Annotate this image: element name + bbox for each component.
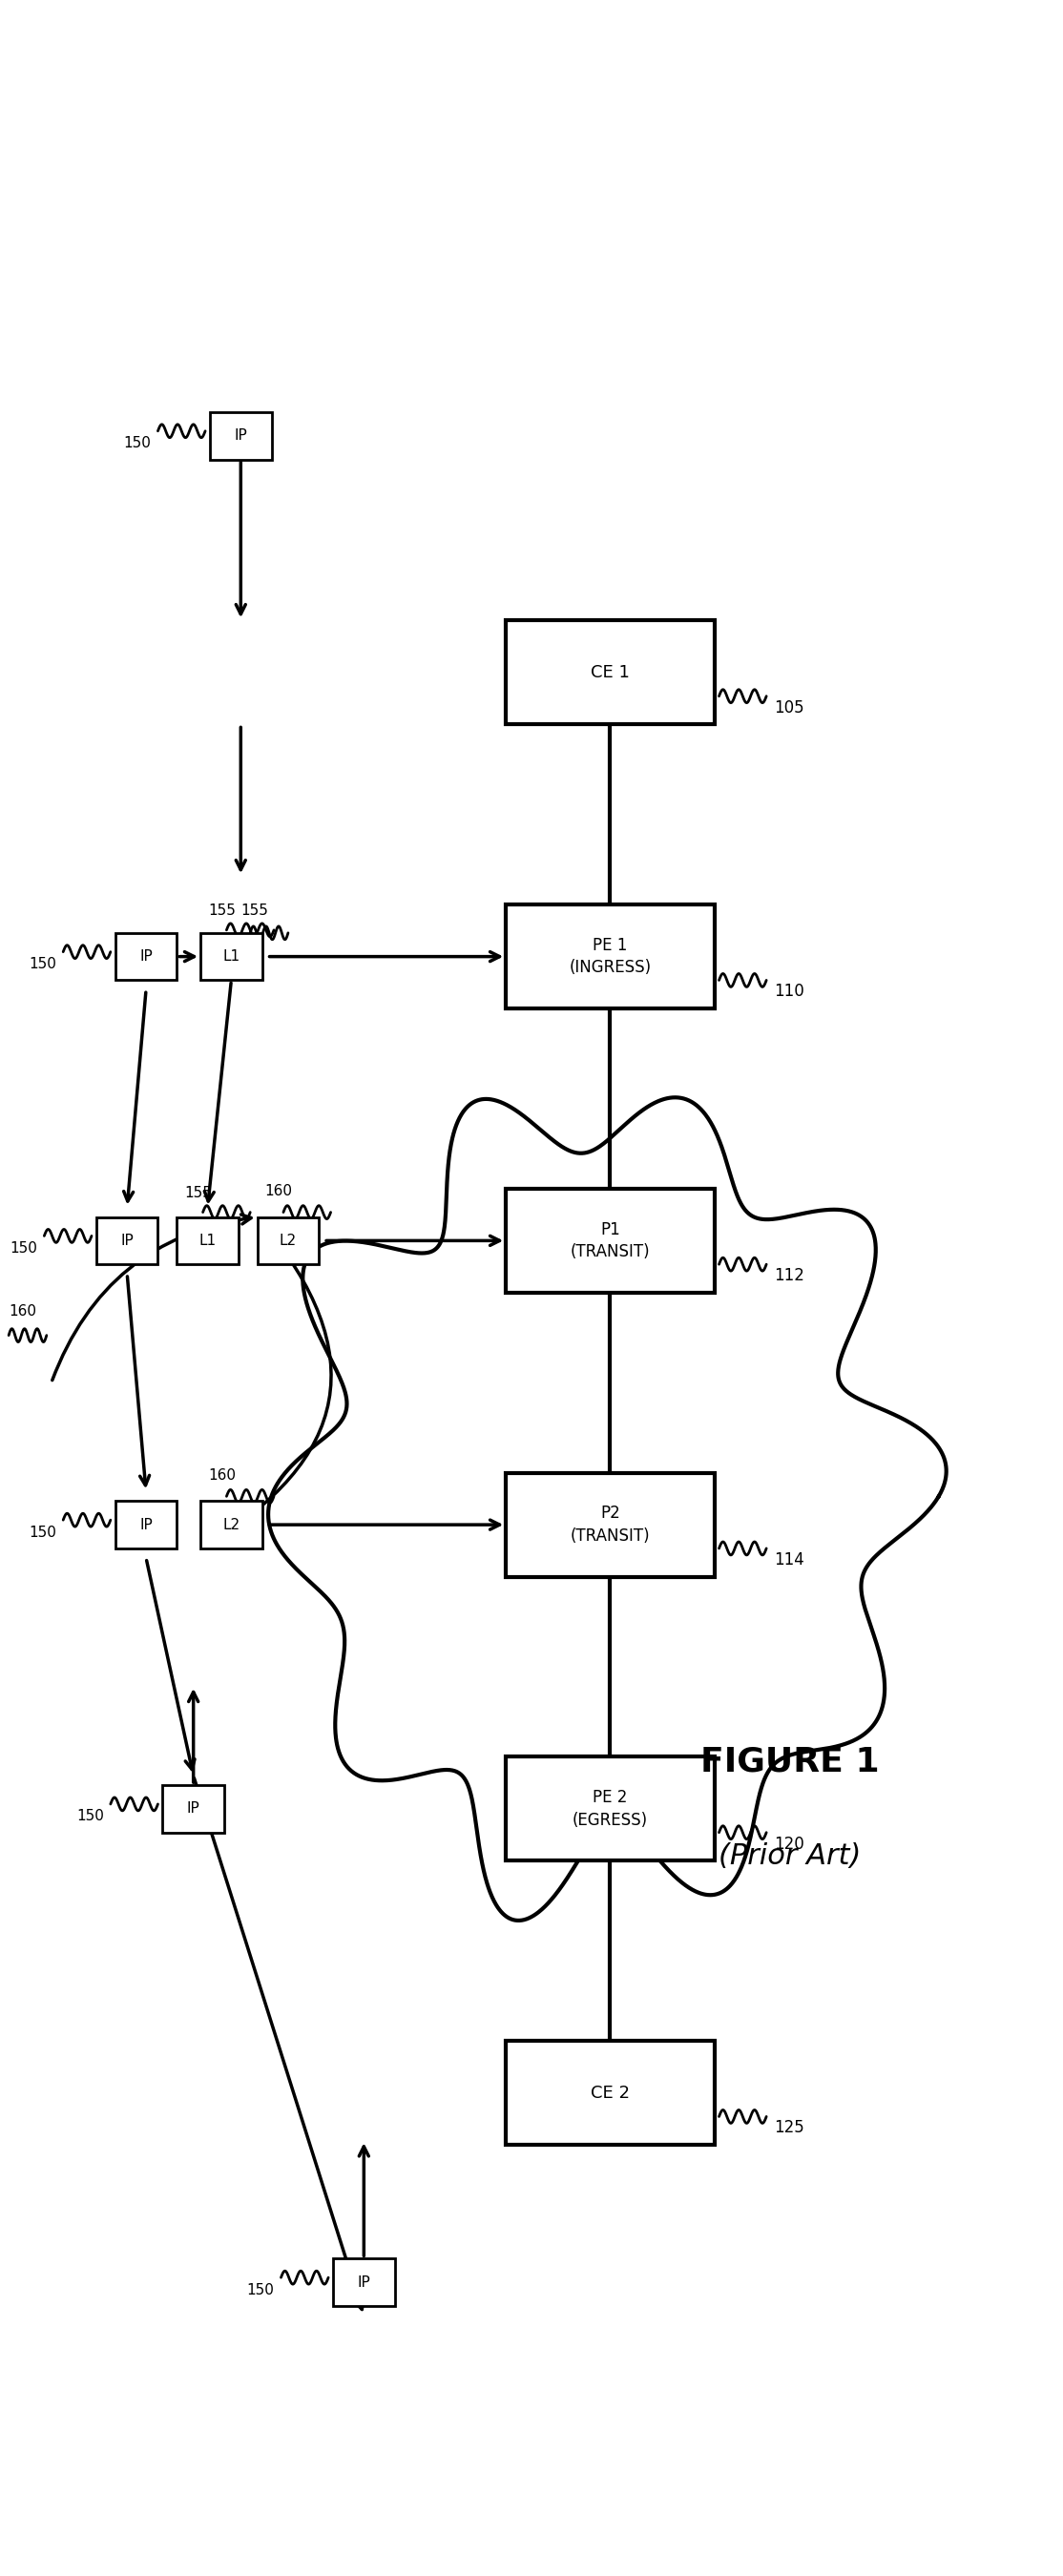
FancyBboxPatch shape <box>97 1216 158 1265</box>
FancyBboxPatch shape <box>176 1216 238 1265</box>
Text: L2: L2 <box>280 1234 297 1247</box>
FancyBboxPatch shape <box>506 621 714 724</box>
Text: 150: 150 <box>77 1808 104 1824</box>
Text: (Prior Art): (Prior Art) <box>719 1842 861 1870</box>
Text: 160: 160 <box>208 1468 236 1484</box>
Text: 150: 150 <box>123 435 151 451</box>
Text: IP: IP <box>234 428 248 443</box>
FancyBboxPatch shape <box>506 2040 714 2146</box>
Text: L1: L1 <box>199 1234 216 1247</box>
Text: CE 1: CE 1 <box>591 665 629 680</box>
Text: 105: 105 <box>774 698 804 716</box>
Text: 160: 160 <box>9 1303 36 1319</box>
Text: P1
(TRANSIT): P1 (TRANSIT) <box>570 1221 649 1260</box>
FancyBboxPatch shape <box>257 1216 319 1265</box>
FancyBboxPatch shape <box>201 1502 263 1548</box>
Text: 120: 120 <box>774 1834 805 1852</box>
Text: 114: 114 <box>774 1551 805 1569</box>
Text: PE 1
(INGRESS): PE 1 (INGRESS) <box>569 938 652 976</box>
FancyBboxPatch shape <box>506 1188 714 1293</box>
Text: P2
(TRANSIT): P2 (TRANSIT) <box>570 1504 649 1546</box>
Text: 125: 125 <box>774 2120 805 2136</box>
Text: CE 2: CE 2 <box>591 2084 629 2102</box>
Text: 110: 110 <box>774 984 805 999</box>
Text: 150: 150 <box>29 1525 56 1540</box>
Polygon shape <box>268 1097 946 1922</box>
Text: 160: 160 <box>265 1185 292 1198</box>
Text: L2: L2 <box>222 1517 240 1533</box>
Text: 150: 150 <box>29 958 56 971</box>
FancyBboxPatch shape <box>506 1473 714 1577</box>
FancyBboxPatch shape <box>506 1757 714 1860</box>
Text: IP: IP <box>120 1234 134 1247</box>
FancyBboxPatch shape <box>210 412 271 459</box>
FancyBboxPatch shape <box>115 933 176 981</box>
Text: 150: 150 <box>247 2282 274 2298</box>
Text: IP: IP <box>139 951 153 963</box>
Text: 150: 150 <box>10 1242 37 1255</box>
Text: 155: 155 <box>208 904 236 917</box>
Text: IP: IP <box>139 1517 153 1533</box>
Text: L1: L1 <box>222 951 240 963</box>
Text: FIGURE 1: FIGURE 1 <box>701 1747 879 1777</box>
FancyBboxPatch shape <box>506 904 714 1010</box>
FancyBboxPatch shape <box>201 933 263 981</box>
Text: 155: 155 <box>241 904 269 917</box>
Text: 155: 155 <box>184 1185 212 1200</box>
Text: 112: 112 <box>774 1267 805 1285</box>
FancyBboxPatch shape <box>333 2259 394 2306</box>
Text: IP: IP <box>187 1801 200 1816</box>
Text: IP: IP <box>357 2275 370 2290</box>
FancyBboxPatch shape <box>115 1502 176 1548</box>
Text: PE 2
(EGRESS): PE 2 (EGRESS) <box>572 1788 647 1829</box>
FancyBboxPatch shape <box>163 1785 224 1832</box>
